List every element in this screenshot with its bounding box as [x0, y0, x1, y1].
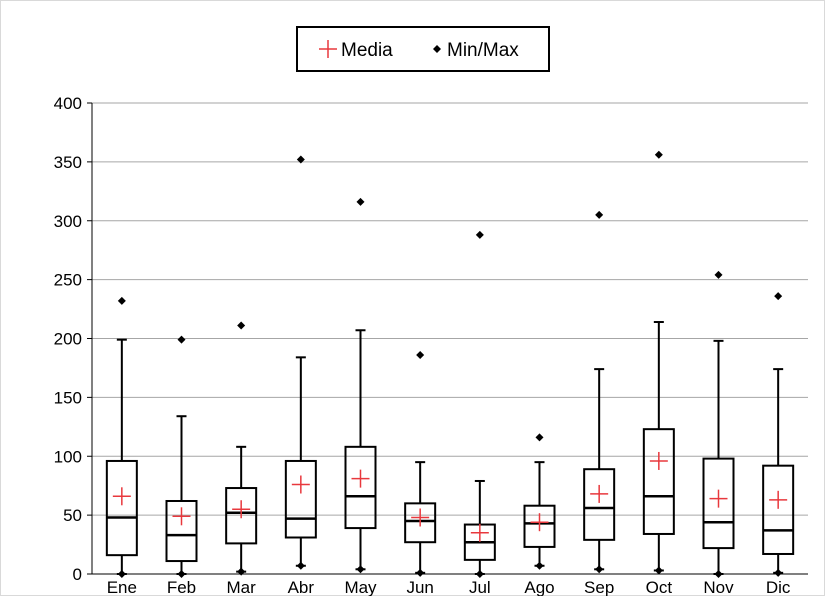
max-marker: [774, 292, 783, 301]
box-ago: [523, 433, 556, 570]
mean-marker: [530, 513, 549, 532]
y-tick-label: 250: [54, 271, 82, 290]
y-tick-label: 350: [54, 153, 82, 172]
x-tick-label: Abr: [288, 578, 315, 596]
y-tick-label: 200: [54, 330, 82, 349]
mean-marker: [649, 451, 668, 470]
iqr-box: [225, 487, 258, 545]
mean-marker: [769, 490, 788, 509]
min-marker: [416, 568, 425, 577]
box-sep: [583, 210, 616, 574]
max-marker: [356, 197, 365, 206]
min-marker: [595, 565, 604, 574]
x-tick-label: Feb: [167, 578, 196, 596]
y-tick-label: 300: [54, 212, 82, 231]
iqr-box: [284, 459, 317, 539]
boxes: [105, 150, 795, 578]
x-tick-label: May: [344, 578, 377, 596]
max-marker: [595, 210, 604, 219]
mean-marker: [291, 475, 310, 494]
legend-mean-label: Media: [341, 40, 393, 61]
max-marker: [296, 155, 305, 164]
x-tick-label: Sep: [584, 578, 614, 596]
x-tick-label: Jul: [469, 578, 491, 596]
min-marker: [117, 570, 126, 578]
legend-mean-marker: [319, 40, 337, 58]
x-tick-label: Nov: [703, 578, 734, 596]
box-may: [344, 197, 377, 574]
mean-marker: [112, 487, 131, 506]
max-marker: [117, 296, 126, 305]
mean-marker: [470, 523, 489, 542]
min-marker: [475, 570, 484, 578]
min-marker: [535, 561, 544, 570]
min-marker: [237, 567, 246, 576]
y-tick-label: 0: [73, 565, 82, 584]
iqr-box: [404, 502, 437, 544]
box-nov: [702, 270, 735, 578]
max-marker: [237, 321, 246, 330]
min-marker: [774, 568, 783, 577]
box-dic: [762, 292, 795, 577]
y-tick-label: 150: [54, 388, 82, 407]
iqr-box: [702, 457, 735, 550]
x-axis-tick-labels: Ene Feb Mar Abr May Jun Jul Ago Sep Oct Nov Dic: [107, 578, 791, 597]
min-marker: [296, 561, 305, 570]
min-marker: [714, 570, 723, 578]
box-feb: [165, 335, 198, 578]
y-tick-label: 400: [54, 94, 82, 113]
legend-minmax-label: Min/Max: [447, 40, 519, 61]
max-marker: [416, 350, 425, 359]
legend-minmax-marker: [433, 45, 441, 53]
y-tick-label: 100: [54, 447, 82, 466]
y-tick-label: 50: [63, 506, 82, 525]
mean-marker: [709, 489, 728, 508]
min-marker: [356, 565, 365, 574]
box-abr: [284, 155, 317, 570]
iqr-box: [165, 499, 198, 563]
iqr-box: [583, 468, 616, 541]
x-tick-label: Jun: [406, 578, 433, 596]
mean-marker: [590, 484, 609, 503]
box-jun: [404, 350, 437, 577]
max-marker: [177, 335, 186, 344]
max-marker: [714, 270, 723, 279]
mean-marker: [351, 469, 370, 488]
iqr-box: [642, 428, 675, 535]
mean-marker: [232, 500, 251, 519]
max-marker: [475, 230, 484, 239]
iqr-box: [762, 464, 795, 555]
min-marker: [654, 566, 663, 575]
max-marker: [654, 150, 663, 159]
max-marker: [535, 433, 544, 442]
y-axis-tick-labels: 0 50 100 150 200 250 300 350 400: [54, 94, 82, 584]
x-tick-label: Ene: [107, 578, 137, 596]
mean-marker: [411, 508, 430, 527]
legend-box: [296, 26, 550, 72]
box-jul: [463, 230, 496, 578]
x-tick-label: Ago: [524, 578, 554, 596]
iqr-box: [344, 445, 377, 530]
x-tick-label: Dic: [766, 578, 791, 596]
iqr-box: [105, 459, 138, 557]
mean-marker: [172, 507, 191, 526]
box-mar: [225, 321, 258, 576]
x-tick-label: Mar: [227, 578, 257, 596]
box-oct: [642, 150, 675, 575]
box-ene: [105, 296, 138, 578]
gridlines: [87, 102, 808, 575]
legend: Media Min/Max: [296, 26, 550, 72]
x-tick-label: Oct: [646, 578, 673, 596]
min-marker: [177, 570, 186, 578]
iqr-box: [523, 504, 556, 548]
